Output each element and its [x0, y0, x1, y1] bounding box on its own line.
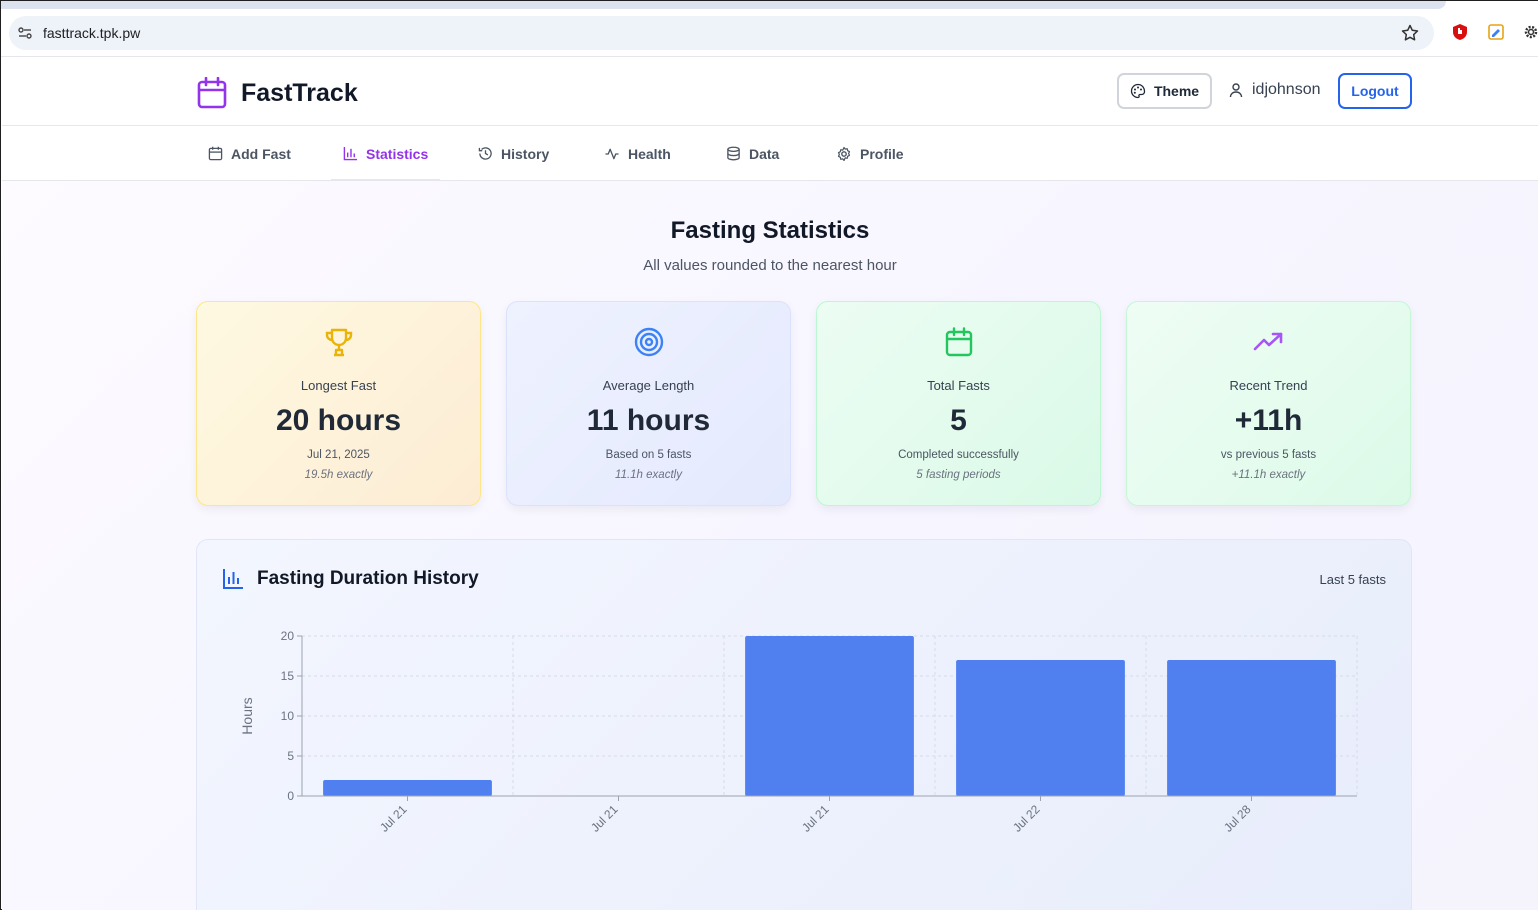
username: idjohnson [1252, 81, 1321, 98]
y-tick-label: 5 [287, 749, 294, 763]
logout-button[interactable]: Logout [1338, 73, 1412, 109]
browser-toolbar: fasttrack.tpk.pw [1, 1, 1538, 57]
x-tick-label: Jul 21 [799, 802, 832, 835]
card-sub: Based on 5 fasts [605, 449, 692, 461]
calendar-icon [208, 146, 223, 161]
card-value: +11h [1234, 404, 1303, 437]
activity-icon [605, 148, 619, 160]
trending-up-icon [1253, 332, 1282, 351]
bar-chart-icon [223, 569, 243, 589]
stat-card-average-length: Average Length 11 hours Based on 5 fasts… [506, 301, 791, 506]
x-tick-label: Jul 28 [1221, 802, 1254, 835]
chart-panel: Fasting Duration History Last 5 fasts 0 5… [196, 539, 1412, 910]
chart-bar [323, 780, 492, 796]
extension-gear-icon[interactable] [1522, 23, 1538, 41]
chart-range-label: Last 5 fasts [1319, 572, 1386, 587]
tab-label: Statistics [366, 145, 429, 162]
card-sub: vs previous 5 fasts [1220, 449, 1317, 461]
calendar-icon [945, 327, 972, 357]
tab-profile[interactable]: Profile [836, 126, 904, 181]
card-note: 5 fasting periods [916, 469, 1001, 481]
bar-chart-icon [343, 146, 358, 161]
tab-statistics[interactable]: Statistics [330, 126, 441, 182]
tab-add-fast[interactable]: Add Fast [208, 126, 291, 181]
palette-icon [1130, 83, 1146, 99]
card-note: 11.1h exactly [615, 469, 682, 481]
stat-card-recent-trend: Recent Trend +11h vs previous 5 fasts +1… [1126, 301, 1411, 506]
site-settings-icon[interactable] [17, 25, 33, 41]
extension-note-icon[interactable] [1487, 23, 1505, 41]
x-tick-label: Jul 22 [1010, 802, 1043, 835]
y-tick-label: 0 [287, 789, 294, 803]
page-title: Fasting Statistics [670, 217, 870, 244]
page-subtitle: All values rounded to the nearest hour [643, 257, 897, 274]
stat-card-longest-fast: Longest Fast 20 hours Jul 21, 2025 19.5h… [196, 301, 481, 506]
gear-icon [837, 146, 851, 161]
chart-title: Fasting Duration History [257, 568, 479, 589]
y-tick-label: 15 [281, 669, 295, 683]
card-sub: Completed successfully [898, 449, 1019, 461]
stat-card-total-fasts: Total Fasts 5 Completed successfully 5 f… [816, 301, 1101, 506]
tab-health[interactable]: Health [604, 126, 671, 181]
tab-label: Health [628, 145, 671, 162]
theme-label: Theme [1153, 83, 1200, 99]
chart-bar [956, 660, 1125, 796]
card-label: Recent Trend [1229, 378, 1308, 393]
target-icon [634, 327, 663, 357]
tab-strip [1, 1, 1446, 9]
y-tick-label: 20 [281, 629, 295, 643]
statistics-page: Fasting Statistics All values rounded to… [2, 181, 1538, 910]
tab-label: History [501, 145, 550, 162]
database-icon [727, 146, 740, 161]
card-label: Total Fasts [927, 378, 990, 393]
y-axis-label: Hours [239, 697, 255, 734]
y-tick-label: 10 [281, 709, 295, 723]
tab-history[interactable]: History [478, 126, 549, 181]
card-label: Longest Fast [300, 378, 377, 393]
brand[interactable]: FastTrack [197, 77, 358, 109]
address-bar[interactable]: fasttrack.tpk.pw [9, 16, 1434, 50]
extension-shield-icon[interactable] [1451, 23, 1469, 41]
theme-button[interactable]: Theme [1117, 73, 1212, 109]
tab-label: Add Fast [231, 145, 291, 162]
history-icon [478, 147, 492, 160]
card-sub: Jul 21, 2025 [307, 449, 370, 461]
main-nav: Add Fast Statistics History Health Data [2, 126, 1538, 182]
tab-label: Profile [860, 145, 904, 162]
chart-bar [1167, 660, 1336, 796]
card-value: 5 [950, 404, 967, 437]
card-note: +11.1h exactly [1231, 469, 1306, 481]
card-label: Average Length [602, 378, 695, 393]
user-info: idjohnson [1228, 81, 1321, 99]
x-tick-label: Jul 21 [377, 802, 410, 835]
user-icon [1229, 83, 1243, 98]
calendar-icon [197, 77, 227, 109]
tab-data[interactable]: Data [726, 126, 779, 181]
app-header: FastTrack Theme idjohnson Logout [2, 57, 1538, 126]
bookmark-star-icon[interactable] [1400, 23, 1420, 43]
card-note: 19.5h exactly [304, 469, 373, 481]
tab-label: Data [749, 145, 780, 162]
bar-chart: 0 5 10 15 20 Jul 21 Jul 21 Jul 21 Jul 22 Jul 28 Ho… [239, 629, 1358, 835]
url-text[interactable]: fasttrack.tpk.pw [43, 25, 141, 41]
x-tick-label: Jul 21 [588, 802, 621, 835]
card-value: 20 hours [275, 404, 402, 437]
trophy-icon [325, 328, 352, 357]
card-value: 11 hours [586, 404, 711, 437]
chart-bar [745, 636, 914, 796]
brand-name: FastTrack [241, 78, 358, 107]
